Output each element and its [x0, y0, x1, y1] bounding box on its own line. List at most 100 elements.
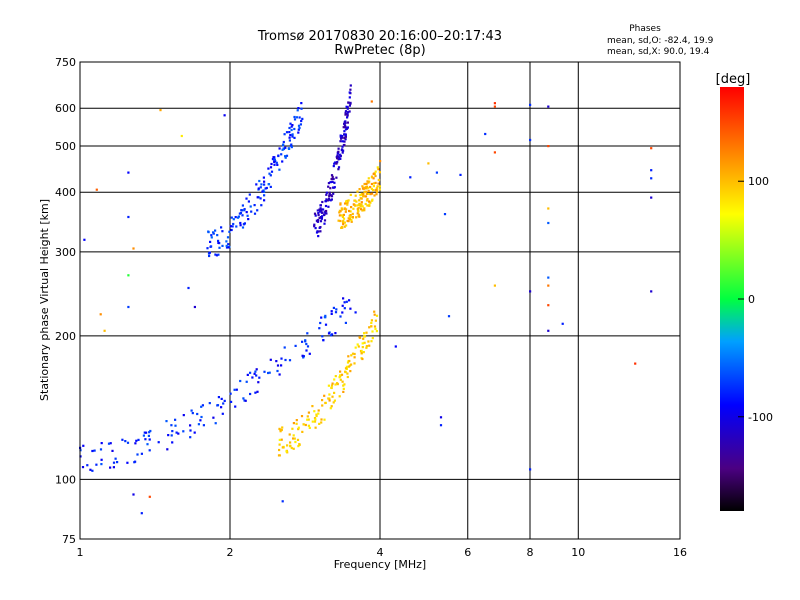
data-point	[371, 337, 374, 340]
data-point	[149, 429, 152, 433]
data-point	[348, 359, 351, 363]
data-point	[121, 438, 124, 441]
data-point	[273, 160, 276, 163]
data-point	[447, 315, 451, 318]
data-point	[270, 170, 274, 173]
data-point	[347, 355, 350, 358]
data-point	[346, 126, 349, 129]
data-point	[297, 107, 300, 110]
data-point	[341, 220, 345, 224]
data-point	[361, 342, 364, 345]
data-point	[142, 434, 145, 437]
data-point	[349, 101, 352, 104]
data-point	[285, 131, 289, 134]
data-point	[333, 378, 336, 381]
data-point	[343, 124, 346, 127]
data-point	[320, 418, 323, 421]
data-point	[325, 193, 328, 196]
data-point	[278, 147, 281, 150]
data-point	[329, 407, 332, 410]
data-point	[333, 162, 336, 165]
chart-title: Tromsø 20170830 20:16:00–20:17:43	[257, 29, 502, 44]
data-point	[314, 214, 317, 217]
data-point	[342, 297, 345, 300]
data-point	[379, 160, 382, 163]
data-point	[281, 500, 284, 503]
data-point	[345, 365, 348, 368]
data-point	[273, 163, 276, 166]
data-point	[321, 404, 324, 407]
data-point	[340, 207, 343, 210]
data-point	[360, 349, 363, 352]
data-point	[330, 334, 333, 337]
data-point	[336, 152, 339, 155]
data-point	[99, 313, 102, 316]
data-point	[319, 210, 322, 213]
data-point	[330, 310, 333, 313]
data-point	[288, 433, 291, 436]
data-point	[281, 426, 284, 429]
data-point	[109, 442, 112, 445]
data-point	[83, 238, 86, 241]
data-point	[367, 181, 370, 184]
data-point	[354, 311, 357, 314]
data-point	[376, 190, 379, 193]
x-tick-label: 16	[673, 546, 687, 559]
data-point	[200, 415, 203, 419]
x-tick-label: 6	[464, 546, 471, 559]
data-point	[82, 444, 85, 447]
data-point	[371, 198, 374, 201]
data-point	[346, 361, 350, 364]
data-point	[341, 140, 344, 143]
data-point	[311, 420, 314, 423]
data-point	[299, 123, 302, 126]
data-point	[243, 399, 246, 402]
data-point	[300, 415, 304, 418]
data-point	[484, 132, 487, 136]
data-point	[317, 235, 320, 238]
data-point	[493, 102, 496, 105]
data-point	[253, 204, 256, 207]
data-point	[561, 322, 564, 325]
data-point	[298, 116, 301, 119]
data-point	[297, 445, 300, 448]
data-point	[212, 231, 215, 234]
data-point	[209, 240, 212, 243]
data-point	[301, 430, 304, 433]
data-point	[339, 134, 342, 137]
data-point	[347, 365, 351, 368]
data-point	[93, 449, 96, 452]
data-point	[319, 204, 322, 207]
data-point	[144, 438, 147, 441]
data-point	[321, 211, 324, 214]
data-point	[243, 209, 246, 212]
data-point	[293, 127, 296, 131]
data-point	[214, 422, 217, 425]
data-point	[325, 191, 328, 194]
colorbar-label: [deg]	[716, 72, 751, 87]
data-point	[208, 251, 211, 254]
data-point	[332, 177, 335, 181]
data-point	[308, 352, 311, 355]
data-point	[327, 185, 330, 188]
data-point	[109, 466, 112, 469]
data-point	[328, 393, 331, 396]
data-point	[297, 128, 300, 131]
data-point	[269, 174, 272, 177]
data-point	[366, 198, 369, 201]
data-point	[134, 442, 137, 445]
data-point	[344, 367, 348, 370]
data-point	[189, 429, 192, 432]
data-point	[325, 212, 328, 215]
data-point	[281, 160, 284, 163]
data-point	[346, 114, 349, 117]
data-point	[331, 175, 334, 178]
data-point	[284, 146, 287, 149]
data-point	[242, 397, 245, 400]
data-point	[278, 427, 281, 430]
data-point	[278, 168, 281, 171]
data-point	[347, 217, 350, 220]
data-point	[114, 457, 117, 460]
data-point	[318, 422, 321, 425]
data-point	[323, 394, 326, 397]
